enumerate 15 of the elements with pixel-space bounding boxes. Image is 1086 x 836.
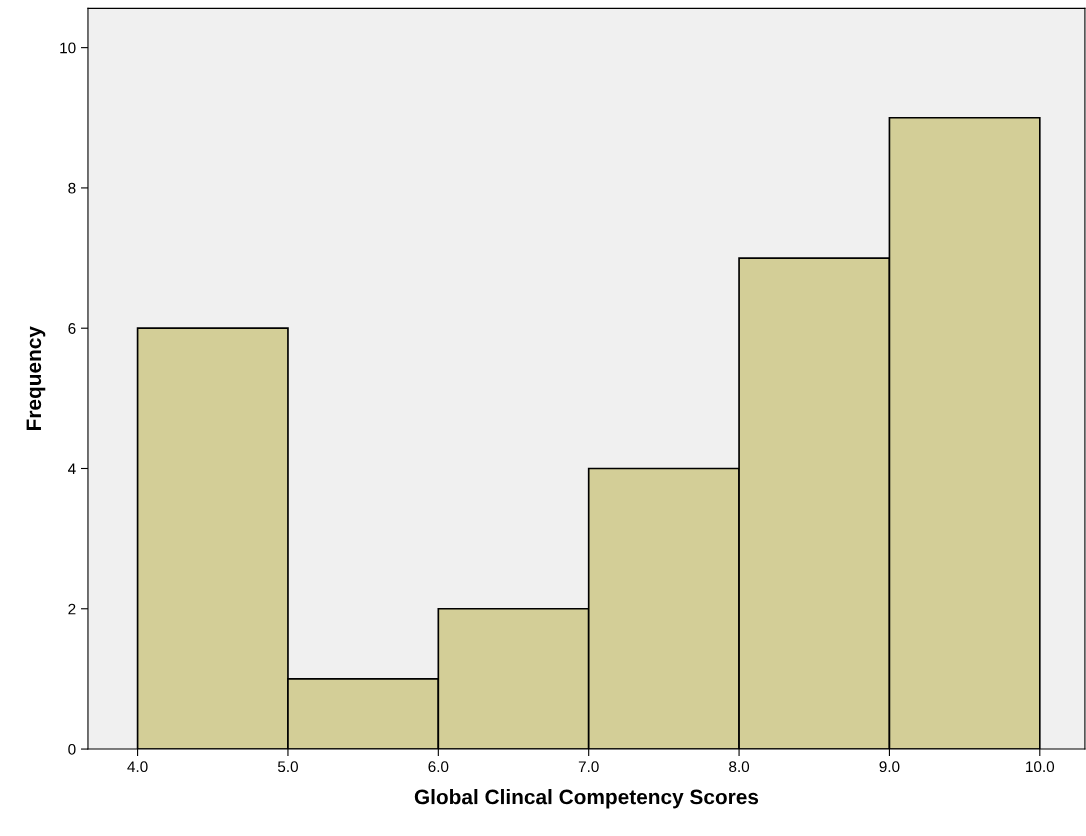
x-axis-title: Global Clincal Competency Scores — [414, 788, 759, 809]
y-axis-title: Frequency — [26, 326, 46, 430]
y-tick-label: 0 — [68, 743, 76, 755]
y-tick-label: 10 — [60, 42, 76, 54]
y-tick-label: 4 — [68, 463, 76, 475]
x-tick-label: 5.0 — [277, 761, 298, 773]
x-tick-label: 7.0 — [578, 761, 599, 773]
x-tick-label: 6.0 — [428, 761, 449, 773]
y-tick-label: 2 — [68, 603, 76, 615]
x-tick-label: 10.0 — [1026, 761, 1055, 773]
x-tick-label: 9.0 — [879, 761, 900, 773]
y-tick-label: 6 — [68, 323, 76, 334]
x-tick-label: 8.0 — [729, 761, 750, 773]
x-tick-label: 4.0 — [127, 761, 148, 773]
y-tick-label: 8 — [68, 182, 76, 194]
